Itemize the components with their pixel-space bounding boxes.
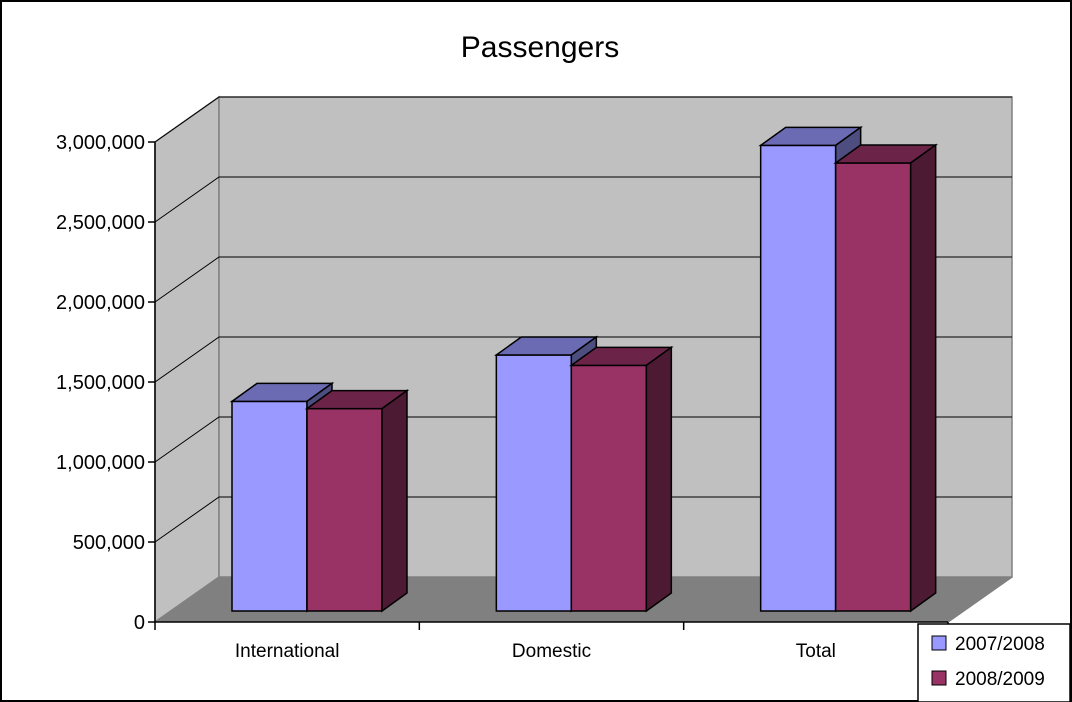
x-tick-label: Total [796,641,836,662]
y-tick-label: 1,500,000 [56,372,145,394]
y-tick-label: 0 [134,612,145,634]
y-axis: 0 500,000 1,000,000 1,500,000 2,000,000 2,500… [56,132,156,634]
bar-international-2 [304,389,410,613]
gridline [154,416,1012,463]
x-tick-label: International [235,641,340,662]
bar-total-2 [833,143,938,613]
legend-label: 2007/2008 [955,634,1045,655]
y-tick-label: 2,000,000 [56,292,145,314]
y-tick-label: 3,000,000 [56,132,145,154]
legend-swatch [931,635,947,651]
legend-label: 2008/2009 [955,669,1045,690]
bars [229,125,938,613]
x-tick-label: Domestic [512,641,591,662]
gridline [154,256,1012,303]
x-axis: International Domestic Total [154,621,949,662]
gridline [154,336,1012,383]
gridline [154,176,1012,223]
floor-edge [947,576,1013,623]
bar-domestic-2 [569,345,674,613]
y-tick-label: 1,000,000 [56,452,145,474]
legend-swatch [931,670,947,686]
y-tick-label: 500,000 [73,532,145,554]
chart-title: Passengers [461,31,619,64]
gridlines [154,96,1012,543]
legend: 2007/2008 2008/2009 [917,623,1071,702]
y-tick-label: 2,500,000 [56,212,145,234]
gridline [154,96,1012,143]
gridline [154,496,1012,543]
